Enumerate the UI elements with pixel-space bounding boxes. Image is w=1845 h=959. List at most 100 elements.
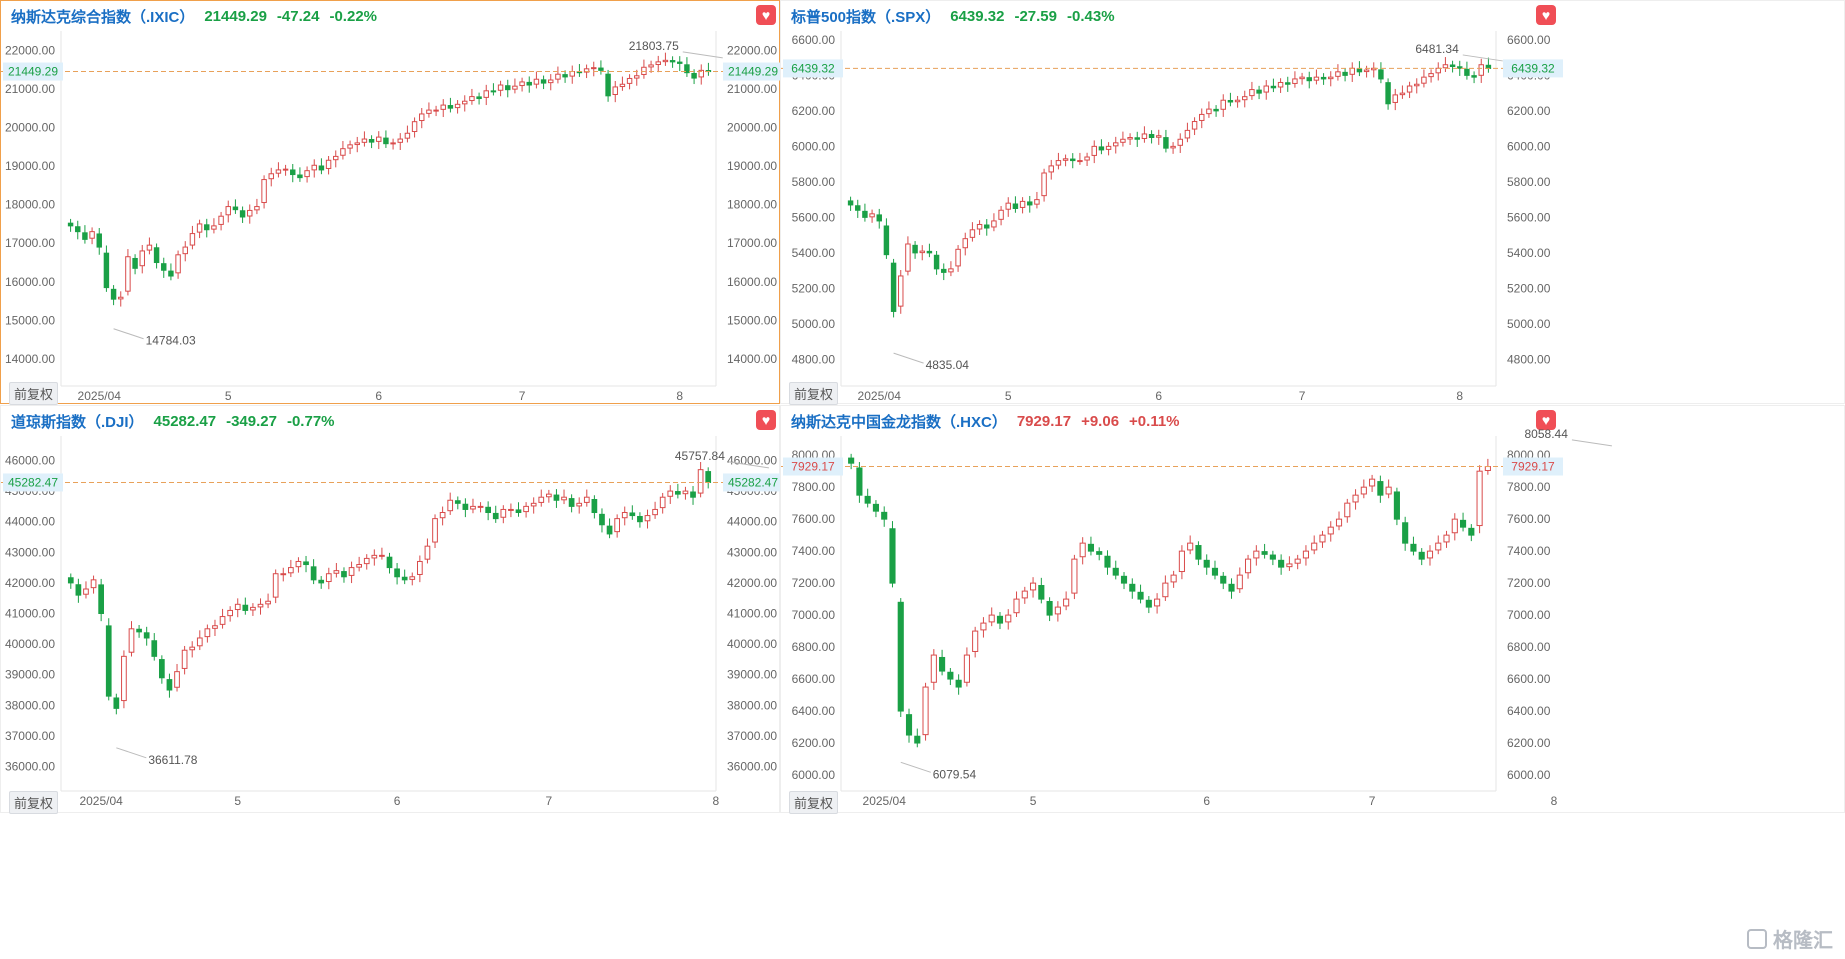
candle[interactable] xyxy=(939,649,946,676)
candle[interactable] xyxy=(75,220,81,240)
chart-panel-dji[interactable]: 道琼斯指数（.DJI） 45282.47 -349.27 -0.77% ♥ 前复权 4600… xyxy=(0,405,783,814)
candle[interactable] xyxy=(275,162,282,178)
candle[interactable] xyxy=(1177,133,1183,153)
candle[interactable] xyxy=(1270,78,1277,93)
candle[interactable] xyxy=(598,60,604,75)
candle[interactable] xyxy=(898,269,904,314)
candle[interactable] xyxy=(139,244,145,274)
candle[interactable] xyxy=(113,693,120,715)
candle[interactable] xyxy=(568,494,575,513)
candle[interactable] xyxy=(432,514,438,549)
candle[interactable] xyxy=(1145,596,1152,614)
candle[interactable] xyxy=(390,138,396,150)
candle[interactable] xyxy=(576,497,583,514)
candle[interactable] xyxy=(1041,168,1047,202)
candle[interactable] xyxy=(433,105,439,117)
candle[interactable] xyxy=(612,80,618,103)
candle[interactable] xyxy=(304,166,310,183)
candle[interactable] xyxy=(98,578,104,622)
candle[interactable] xyxy=(1120,572,1128,590)
candle[interactable] xyxy=(606,518,613,539)
candle[interactable] xyxy=(325,567,332,590)
candle[interactable] xyxy=(619,76,626,91)
candle[interactable] xyxy=(166,673,173,698)
candle[interactable] xyxy=(1096,547,1103,561)
candle[interactable] xyxy=(1154,593,1161,614)
candle[interactable] xyxy=(1244,554,1252,579)
candle[interactable] xyxy=(1048,159,1054,180)
candle[interactable] xyxy=(533,71,540,89)
candle[interactable] xyxy=(404,125,411,143)
candle[interactable] xyxy=(1294,554,1301,570)
candle[interactable] xyxy=(394,563,400,585)
candle[interactable] xyxy=(348,561,355,584)
candle[interactable] xyxy=(1306,71,1312,89)
candle[interactable] xyxy=(189,225,196,250)
candle[interactable] xyxy=(677,56,683,72)
candle[interactable] xyxy=(1038,577,1045,604)
candle[interactable] xyxy=(1428,69,1434,83)
candle[interactable] xyxy=(561,489,567,505)
candle[interactable] xyxy=(204,624,211,643)
candle[interactable] xyxy=(125,249,131,296)
candle[interactable] xyxy=(1005,197,1011,217)
candle[interactable] xyxy=(1141,126,1148,143)
candle[interactable] xyxy=(569,65,575,84)
candle[interactable] xyxy=(310,559,317,585)
candle[interactable] xyxy=(282,164,289,176)
candle[interactable] xyxy=(996,612,1004,630)
candle[interactable] xyxy=(181,645,188,675)
candle[interactable] xyxy=(1029,577,1037,598)
candle[interactable] xyxy=(182,241,188,262)
candle[interactable] xyxy=(75,578,82,603)
candle[interactable] xyxy=(1369,474,1376,492)
candle[interactable] xyxy=(675,483,681,499)
candle[interactable] xyxy=(1485,57,1492,73)
candle[interactable] xyxy=(121,650,127,709)
candle[interactable] xyxy=(1402,516,1409,551)
candle[interactable] xyxy=(341,567,347,583)
candle[interactable] xyxy=(363,554,370,570)
candle[interactable] xyxy=(1269,550,1276,566)
candle[interactable] xyxy=(161,257,167,278)
candle[interactable] xyxy=(1435,535,1442,555)
candle[interactable] xyxy=(1178,545,1185,580)
price-adjust-button[interactable]: 前复权 xyxy=(9,791,59,814)
candle[interactable] xyxy=(941,263,947,281)
candle[interactable] xyxy=(1203,554,1210,575)
candle[interactable] xyxy=(684,57,690,77)
candle[interactable] xyxy=(476,92,482,105)
candle[interactable] xyxy=(1228,578,1235,599)
candle[interactable] xyxy=(1249,81,1255,100)
favorite-heart-icon[interactable]: ♥ xyxy=(756,410,776,430)
candle[interactable] xyxy=(483,84,489,106)
candle[interactable] xyxy=(1377,475,1384,503)
price-adjust-button[interactable]: 前复权 xyxy=(789,382,839,405)
candle[interactable] xyxy=(211,218,217,234)
candle[interactable] xyxy=(462,498,469,518)
candle[interactable] xyxy=(254,198,260,215)
candle[interactable] xyxy=(1027,195,1033,213)
candle[interactable] xyxy=(447,492,454,515)
candle[interactable] xyxy=(218,211,224,231)
candle[interactable] xyxy=(219,608,226,629)
candle[interactable] xyxy=(1443,530,1450,548)
candle[interactable] xyxy=(1199,108,1205,129)
chart-panel-spx[interactable]: 标普500指数（.SPX） 6439.32 -27.59 -0.43% ♥ 前复权 6600… xyxy=(780,0,1845,405)
candle[interactable] xyxy=(1277,78,1284,93)
candle[interactable] xyxy=(419,107,425,129)
candle[interactable] xyxy=(644,509,651,529)
candle[interactable] xyxy=(67,218,74,232)
candle[interactable] xyxy=(1286,556,1293,571)
candle[interactable] xyxy=(1285,76,1291,92)
candle[interactable] xyxy=(90,575,97,594)
candle[interactable] xyxy=(621,506,628,526)
candle[interactable] xyxy=(311,159,317,178)
candle[interactable] xyxy=(955,674,962,695)
favorite-heart-icon[interactable]: ♥ xyxy=(1536,5,1556,25)
candle[interactable] xyxy=(667,485,674,504)
candle[interactable] xyxy=(926,243,933,258)
candle[interactable] xyxy=(508,503,514,518)
candle[interactable] xyxy=(1220,572,1227,590)
candle[interactable] xyxy=(523,502,529,518)
